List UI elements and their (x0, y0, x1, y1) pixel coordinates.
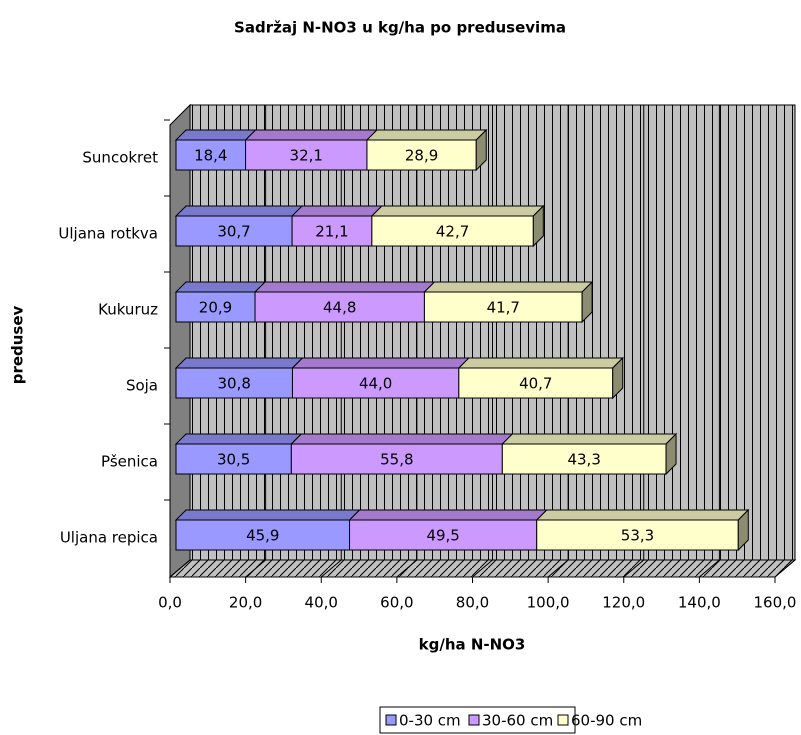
y-tick-label: Uljana repica (60, 529, 158, 547)
bar-side (612, 356, 624, 400)
bar (291, 367, 460, 399)
data-label: 18,4 (194, 147, 227, 165)
data-label: 43,3 (567, 451, 600, 469)
legend-swatch (557, 714, 569, 726)
data-label: 49,5 (426, 527, 459, 545)
data-label: 42,7 (436, 223, 469, 241)
legend-label: 60-90 cm (571, 712, 642, 730)
legend-label: 0-30 cm (399, 712, 461, 730)
legend-swatch (468, 714, 480, 726)
legend-label: 30-60 cm (482, 712, 553, 730)
bar-top (244, 129, 379, 141)
bar-top (290, 433, 514, 445)
x-tick-label: 100,0 (527, 594, 570, 612)
bar-top (365, 129, 488, 141)
bar-top (501, 433, 678, 445)
grid-line (245, 105, 267, 578)
bar-top (290, 205, 384, 217)
data-label: 44,8 (323, 299, 356, 317)
grid-line (320, 105, 342, 578)
bar (349, 519, 538, 551)
bar (175, 291, 256, 323)
bar-top (174, 509, 361, 521)
bar-top (174, 205, 304, 217)
data-label: 55,8 (380, 451, 413, 469)
y-tick-label: Uljana rotkva (58, 225, 158, 243)
bar (245, 139, 368, 171)
data-label: 28,9 (405, 147, 438, 165)
data-label: 21,1 (315, 223, 348, 241)
data-label: 20,9 (199, 299, 232, 317)
x-tick-label: 120,0 (602, 594, 645, 612)
grid-line (774, 105, 796, 578)
bar-side (581, 280, 593, 324)
side-wall (169, 103, 191, 579)
bar (291, 215, 373, 247)
y-tick-label: Kukuruz (98, 301, 158, 319)
y-tick-label: Soja (126, 377, 158, 395)
y-tick-label: Suncokret (82, 149, 158, 167)
bar (371, 215, 534, 247)
bar (290, 443, 503, 475)
bar-top (535, 509, 750, 521)
x-tick-label: 40,0 (305, 594, 338, 612)
bar (254, 291, 425, 323)
data-label: 41,7 (487, 299, 520, 317)
bar (366, 139, 477, 171)
bar-side (475, 128, 487, 172)
data-label: 30,7 (217, 223, 250, 241)
y-tick-label: Pšenica (101, 453, 158, 471)
bar-top (174, 281, 267, 293)
bar-top (348, 509, 548, 521)
data-label: 44,0 (359, 375, 392, 393)
bar-top (253, 281, 436, 293)
bar-side (737, 508, 749, 552)
data-label: 30,5 (217, 451, 250, 469)
chart-title: Sadržaj N-NO3 u kg/ha po predusevima (234, 19, 566, 37)
grid-line (699, 105, 720, 578)
bar-top (174, 357, 304, 369)
bar-side (665, 432, 677, 476)
grid-line (472, 105, 493, 578)
bar (175, 139, 247, 171)
x-axis-title: kg/ha N-NO3 (419, 636, 526, 654)
grid-line (169, 105, 191, 578)
bar (175, 443, 292, 475)
grid-line (623, 105, 645, 578)
bar (423, 291, 583, 323)
legend-swatch (385, 714, 397, 726)
bar-top (291, 357, 471, 369)
bar-top (457, 357, 624, 369)
y-axis-title: predusev (9, 305, 27, 384)
bar (175, 215, 293, 247)
bar-side (532, 204, 544, 248)
bar (458, 367, 614, 399)
bar-top (423, 281, 594, 293)
x-tick-label: 0,0 (158, 594, 182, 612)
data-label: 30,8 (218, 375, 251, 393)
bar-top (174, 129, 257, 141)
data-label: 53,3 (621, 527, 654, 545)
x-tick-label: 20,0 (229, 594, 262, 612)
data-label: 40,7 (519, 375, 552, 393)
bar (536, 519, 739, 551)
bar-top (370, 205, 545, 217)
data-label: 32,1 (290, 147, 323, 165)
bar-top (174, 433, 303, 445)
bar (175, 519, 351, 551)
grid-line (547, 105, 569, 578)
x-tick-label: 60,0 (380, 594, 413, 612)
x-tick-label: 160,0 (754, 594, 797, 612)
grid-line (396, 105, 418, 578)
x-tick-label: 140,0 (678, 594, 721, 612)
data-label: 45,9 (246, 527, 279, 545)
x-tick-label: 80,0 (456, 594, 489, 612)
